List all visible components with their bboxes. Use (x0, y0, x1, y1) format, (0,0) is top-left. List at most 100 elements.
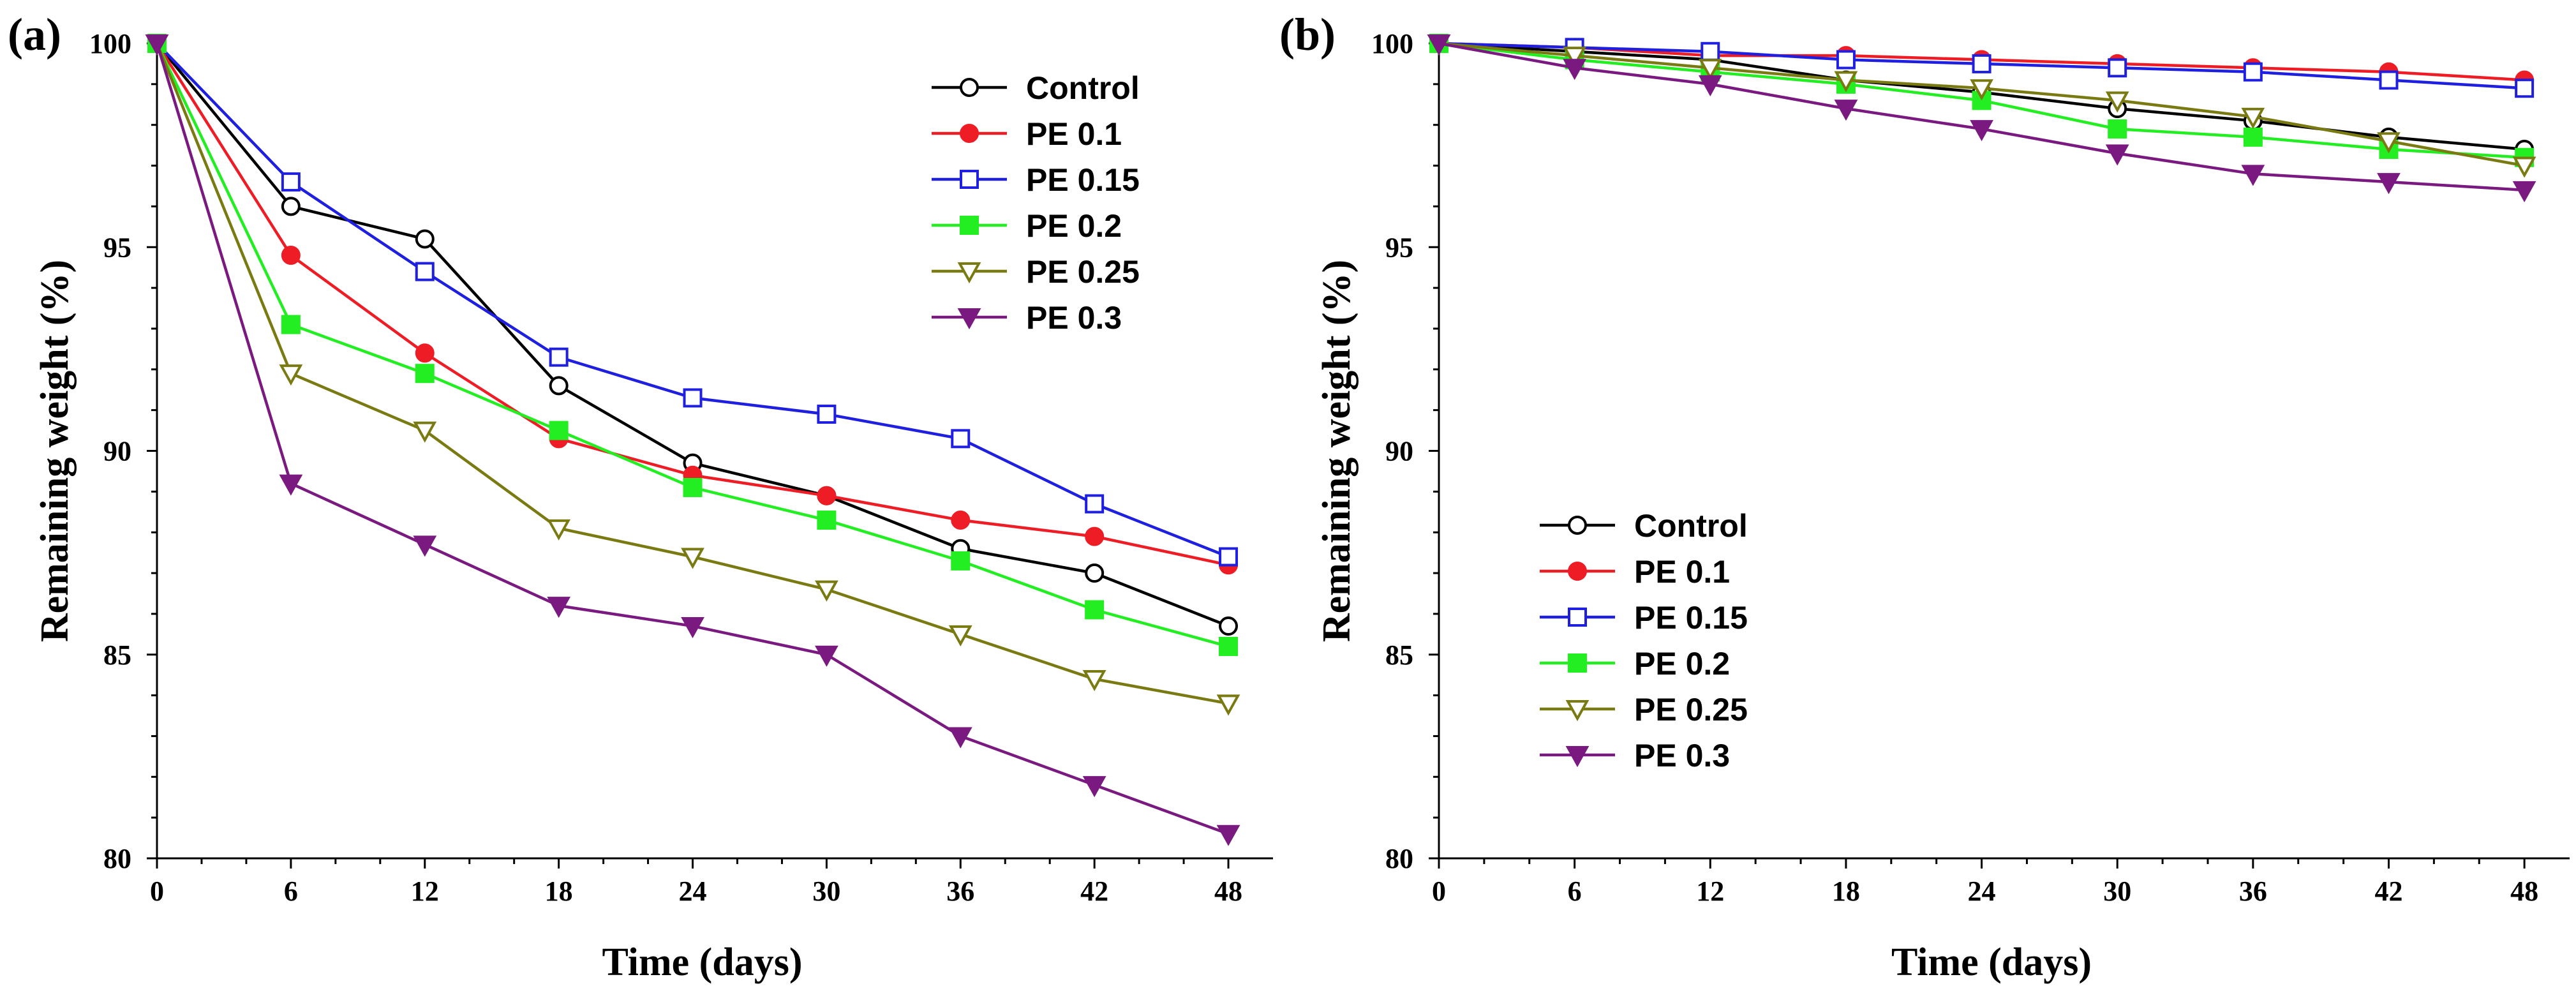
legend-marker (960, 170, 979, 189)
legend-label: PE 0.2 (1634, 646, 1730, 682)
data-point (951, 551, 971, 571)
x-tick-label: 0 (1432, 876, 1446, 907)
data-point (2241, 165, 2265, 186)
data-point (1085, 600, 1105, 620)
data-point (281, 197, 301, 216)
data-point (1085, 526, 1105, 546)
data-point (2512, 181, 2536, 202)
y-tick-label: 100 (1371, 28, 1413, 59)
x-axis-title: Time (days) (1891, 941, 2092, 984)
data-point (145, 34, 169, 56)
data-point (1698, 59, 1722, 80)
legend-marker (1565, 700, 1590, 722)
legend-label: PE 0.2 (1026, 208, 1122, 244)
data-point (2512, 156, 2536, 178)
y-tick-label: 100 (89, 28, 131, 59)
data-point (279, 474, 303, 496)
data-point (1836, 50, 1856, 70)
data-point (281, 315, 301, 334)
panel-a-label: (a) (8, 9, 61, 60)
data-point (1427, 34, 1451, 56)
legend-label: PE 0.15 (1634, 600, 1748, 636)
x-tick-label: 12 (411, 876, 439, 907)
data-point (547, 519, 571, 541)
data-point (1834, 100, 1858, 121)
data-point (1082, 670, 1106, 692)
data-point (1972, 54, 1992, 73)
panel-b-label: (b) (1279, 9, 1336, 60)
data-point (2108, 119, 2127, 139)
legend: Control PE 0.1 PE 0.15 PE 0.2 PE 0.25 PE 0.3 (1540, 508, 1748, 773)
legend: Control PE 0.1 PE 0.15 PE 0.2 PE 0.25 PE 0.3 (932, 70, 1140, 336)
data-point (415, 343, 435, 363)
data-point (281, 172, 301, 192)
data-point (1834, 71, 1858, 93)
legend-label: PE 0.25 (1634, 692, 1748, 728)
data-point (1219, 636, 1239, 656)
y-tick-label: 90 (103, 436, 131, 467)
data-point (1563, 47, 1587, 68)
panel-a: (a) 0 6 12 18 24 30 36 42 48 80 85 90 95 100 Time (days… (8, 9, 1273, 984)
x-tick-label: 42 (1080, 876, 1108, 907)
y-axis-title: Remaining weight (%) (1315, 260, 1359, 642)
data-point (1698, 75, 1722, 96)
data-point (2105, 91, 2129, 113)
series-pe-0-3 (145, 34, 1240, 846)
data-point (2377, 132, 2401, 154)
legend-label: PE 0.3 (1634, 738, 1730, 773)
legend-marker (1568, 653, 1587, 673)
data-point (549, 376, 569, 396)
data-point (951, 511, 971, 530)
data-point (1216, 694, 1240, 716)
y-tick-label: 90 (1385, 436, 1413, 467)
data-point (547, 597, 571, 618)
x-tick-label: 18 (1832, 876, 1860, 907)
data-point (1563, 59, 1587, 80)
data-point (413, 535, 437, 557)
legend-marker (1568, 608, 1587, 627)
legend-label: PE 0.25 (1026, 254, 1140, 290)
data-point (1216, 825, 1240, 846)
x-tick-label: 48 (2510, 876, 2538, 907)
series-pe-0-2 (147, 34, 1239, 656)
legend-marker (1565, 746, 1590, 768)
data-point (2105, 144, 2129, 166)
data-point (683, 388, 703, 408)
data-point (1701, 41, 1720, 61)
x-tick-label: 18 (545, 876, 573, 907)
legend-label: PE 0.1 (1634, 554, 1730, 590)
x-tick-label: 0 (150, 876, 164, 907)
x-tick-label: 6 (1568, 876, 1582, 907)
data-point (951, 429, 971, 449)
legend-marker (1568, 562, 1587, 581)
data-point (549, 347, 569, 367)
data-point (413, 421, 437, 443)
data-point (279, 364, 303, 386)
data-point (2377, 173, 2401, 195)
y-tick-label: 80 (1385, 843, 1413, 874)
x-tick-label: 12 (1696, 876, 1724, 907)
data-point (817, 405, 837, 424)
y-axis-title: Remaining weight (%) (33, 260, 77, 642)
data-point (2241, 107, 2265, 130)
legend-marker (1568, 516, 1587, 535)
data-point (815, 580, 838, 602)
legend-label: PE 0.1 (1026, 116, 1122, 152)
data-point (1085, 494, 1105, 514)
data-point (415, 364, 435, 384)
data-point (948, 625, 972, 646)
data-point (415, 262, 435, 281)
data-point (415, 229, 435, 249)
series-pe-0-15 (147, 34, 1239, 567)
x-tick-label: 36 (2239, 876, 2267, 907)
legend-marker (957, 262, 981, 284)
data-point (2243, 127, 2263, 147)
y-tick-label: 80 (103, 843, 131, 874)
data-point (2515, 78, 2535, 98)
legend-label: PE 0.15 (1026, 162, 1140, 198)
data-point (948, 727, 972, 749)
legend-marker (957, 308, 981, 330)
legend-marker (960, 124, 979, 143)
x-tick-label: 6 (284, 876, 298, 907)
legend-marker (960, 216, 979, 235)
